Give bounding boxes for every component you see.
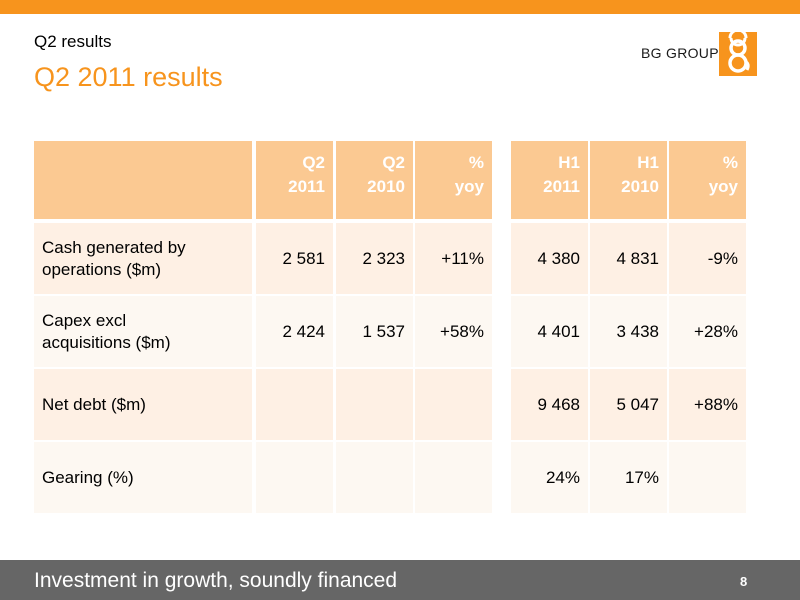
row-label-line2: acquisitions ($m) xyxy=(42,332,171,352)
row-label-line1: Net debt ($m) xyxy=(42,394,146,414)
table-cell: 2 323 xyxy=(336,223,413,294)
table-cell: 2 581 xyxy=(256,223,333,294)
cell-value: 17% xyxy=(624,467,659,487)
column-header-line1: Q2 xyxy=(382,153,405,172)
cell-value: 4 380 xyxy=(537,248,580,268)
table-cell: 3 438 xyxy=(590,296,667,367)
table-cell xyxy=(415,442,492,513)
cell-value: 2 424 xyxy=(282,321,325,341)
page-title: Q2 2011 results xyxy=(34,62,223,92)
cell-value: +58% xyxy=(440,321,484,341)
column-header-line2: 2011 xyxy=(288,177,325,196)
cell-value: 5 047 xyxy=(616,394,659,414)
cell-value: 2 323 xyxy=(362,248,405,268)
row-label-line1: Capex excl xyxy=(42,310,127,330)
row-label: Gearing (%) xyxy=(34,442,252,513)
table-cell xyxy=(336,369,413,440)
row-label-line1: Cash generated by xyxy=(42,237,186,257)
cell-value: -9% xyxy=(707,248,738,268)
cell-value: +11% xyxy=(441,248,484,268)
bg-group-logo: BG GROUP xyxy=(641,32,761,76)
column-header-line1: H1 xyxy=(558,153,580,172)
column-header: H1 2011 xyxy=(511,141,588,219)
column-header: H1 2010 xyxy=(590,141,667,219)
table-cell: +88% xyxy=(669,369,746,440)
column-header-line1: H1 xyxy=(637,153,659,172)
table-cell: 4 401 xyxy=(511,296,588,367)
column-header-line1: % xyxy=(722,153,738,172)
table-cell xyxy=(669,442,746,513)
section-label: Q2 results xyxy=(34,32,112,51)
column-header: Q2 2010 xyxy=(336,141,413,219)
table-cell xyxy=(256,369,333,440)
column-header-line2: 2011 xyxy=(543,177,580,196)
bg-logo-icon xyxy=(719,32,757,76)
row-label-text: Cash generated by operations ($m) xyxy=(42,237,186,281)
table-cell: 4 831 xyxy=(590,223,667,294)
column-header-line2: 2010 xyxy=(621,177,659,196)
column-header-line2: 2010 xyxy=(367,177,405,196)
table-cell: 1 537 xyxy=(336,296,413,367)
cell-value: +28% xyxy=(694,321,738,341)
cell-value: 9 468 xyxy=(537,394,580,414)
table-cell xyxy=(336,442,413,513)
table-cell: 24% xyxy=(511,442,588,513)
cell-value: 4 401 xyxy=(537,321,580,341)
table-cell: +58% xyxy=(415,296,492,367)
footer-bar: Investment in growth, soundly financed 8 xyxy=(0,560,800,600)
table-cell: +11% xyxy=(415,223,492,294)
table-cell: +28% xyxy=(669,296,746,367)
table-cell: 4 380 xyxy=(511,223,588,294)
cell-value: 24% xyxy=(545,467,580,487)
row-label-text: Capex excl acquisitions ($m) xyxy=(42,310,171,354)
table-cell xyxy=(256,442,333,513)
cell-value: 3 438 xyxy=(616,321,659,341)
column-header: % yoy xyxy=(669,141,746,219)
row-label-text: Gearing (%) xyxy=(42,467,134,489)
row-label-line1: Gearing (%) xyxy=(42,467,134,487)
cell-value: +88% xyxy=(694,394,738,414)
table-cell: 9 468 xyxy=(511,369,588,440)
footer-tagline: Investment in growth, soundly financed xyxy=(34,569,398,592)
table-cell: 5 047 xyxy=(590,369,667,440)
header-label-cell xyxy=(34,141,252,219)
table-cell: 17% xyxy=(590,442,667,513)
column-header-line1: % xyxy=(468,153,484,172)
row-label: Capex excl acquisitions ($m) xyxy=(34,296,252,367)
page-number: 8 xyxy=(740,574,748,589)
table-cell: -9% xyxy=(669,223,746,294)
row-label: Net debt ($m) xyxy=(34,369,252,440)
row-label-text: Net debt ($m) xyxy=(42,394,146,416)
column-header: % yoy xyxy=(415,141,492,219)
table-cell xyxy=(415,369,492,440)
row-label: Cash generated by operations ($m) xyxy=(34,223,252,294)
column-header-line1: Q2 xyxy=(302,153,325,172)
row-label-line2: operations ($m) xyxy=(42,259,162,279)
column-header-line2: yoy xyxy=(708,177,738,196)
column-header: Q2 2011 xyxy=(256,141,333,219)
table-cell: 2 424 xyxy=(256,296,333,367)
top-accent-bar xyxy=(0,0,800,14)
cell-value: 2 581 xyxy=(282,248,325,268)
cell-value: 4 831 xyxy=(616,248,659,268)
column-header-line2: yoy xyxy=(454,177,484,196)
cell-value: 1 537 xyxy=(362,321,405,341)
logo-text: BG GROUP xyxy=(641,45,719,61)
